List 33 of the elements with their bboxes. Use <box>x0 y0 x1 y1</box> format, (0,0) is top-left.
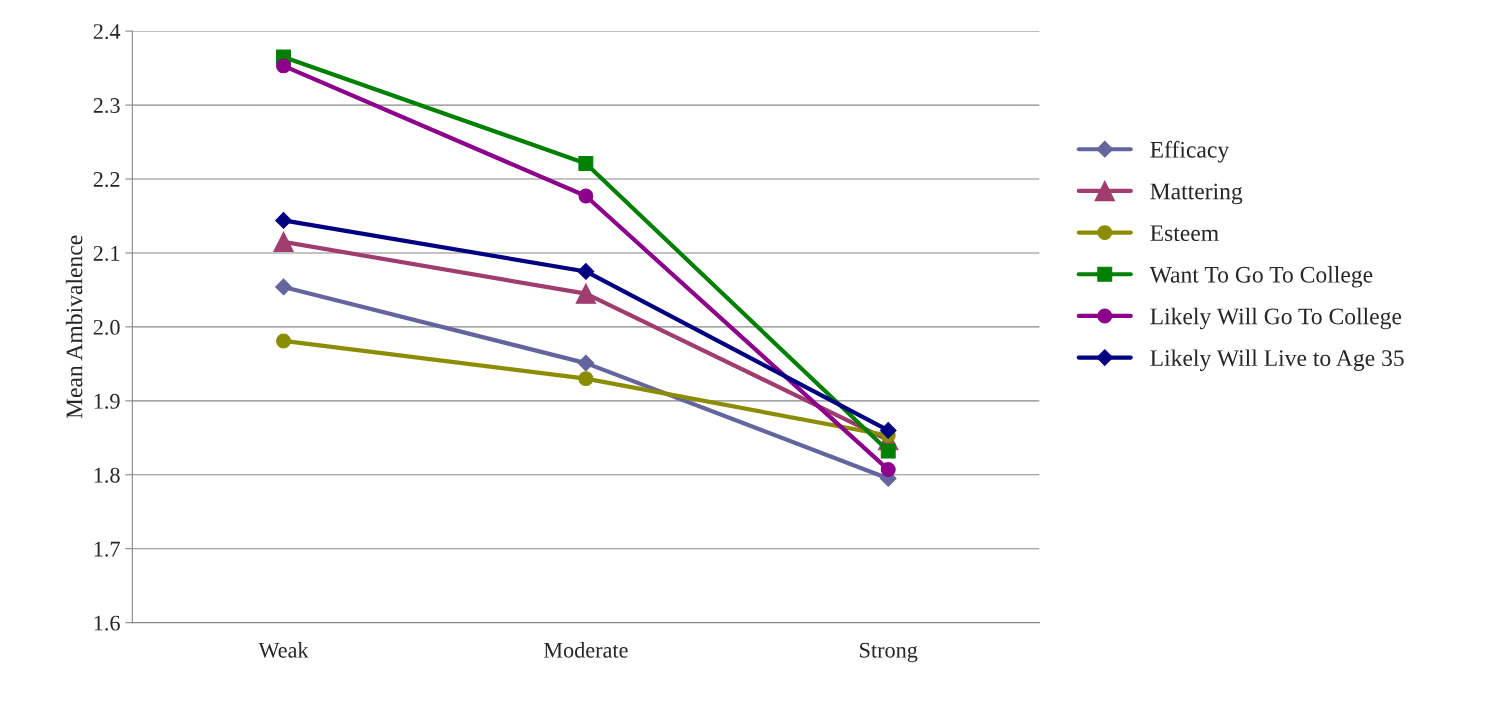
point <box>578 188 594 204</box>
point <box>275 278 292 296</box>
point <box>577 263 595 280</box>
y-tick-label: 2.2 <box>93 172 120 188</box>
y-tick-label: 2.4 <box>93 24 121 40</box>
legend-label: Likely Will Live to Age 35 <box>1150 349 1404 371</box>
point <box>577 354 595 372</box>
point <box>275 212 292 229</box>
point <box>276 333 291 349</box>
y-tick-label: 1.6 <box>94 615 120 631</box>
legend-label: Efficacy <box>1150 140 1230 163</box>
legend-label: Mattering <box>1150 183 1243 205</box>
y-tick-label: 2.3 <box>93 98 120 114</box>
point <box>879 422 897 439</box>
point <box>880 443 896 459</box>
y-tick-label: 2.0 <box>93 319 120 335</box>
legend-label: Want To Go To College <box>1149 266 1373 288</box>
point <box>578 371 594 387</box>
y-tick-label: 1.9 <box>94 393 120 409</box>
y-axis-title: Mean Ambivalence <box>65 235 83 419</box>
point <box>880 462 896 478</box>
y-tick-label: 2.1 <box>93 245 120 261</box>
x-tick-label: Weak <box>258 642 309 658</box>
point <box>578 156 594 171</box>
legend-label: Likely Will Go To College <box>1150 307 1402 330</box>
point <box>575 283 597 304</box>
y-tick-label: 1.8 <box>94 467 120 483</box>
legend-label: Esteem <box>1150 225 1219 242</box>
x-tick-label: Moderate <box>543 642 628 658</box>
x-tick-label: Strong <box>860 642 918 663</box>
point <box>276 58 291 74</box>
y-tick-label: 1.7 <box>94 541 120 557</box>
point <box>273 231 294 253</box>
